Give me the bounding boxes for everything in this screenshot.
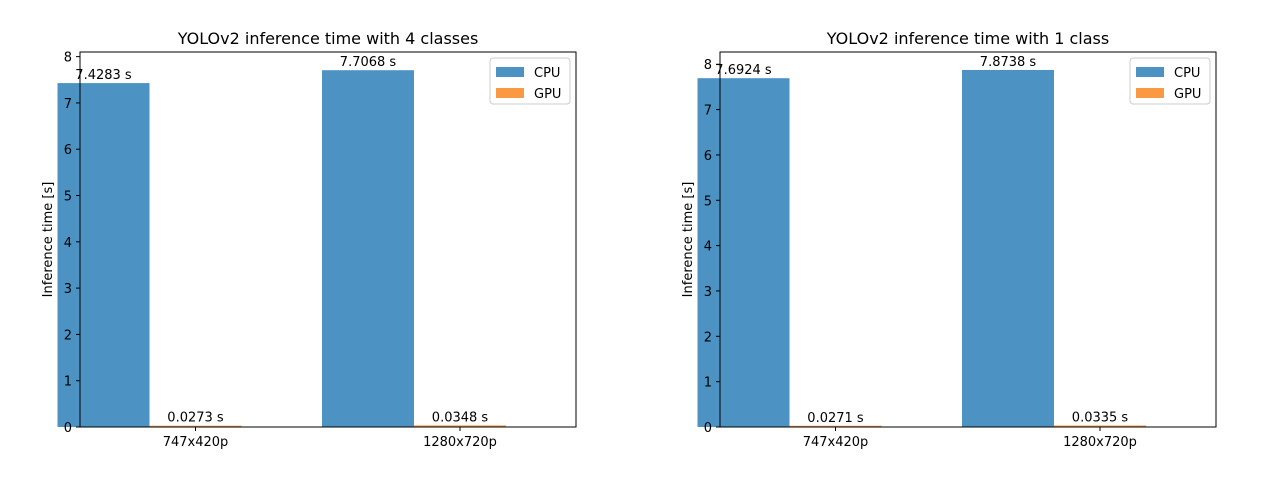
plot-frame bbox=[719, 51, 1217, 428]
chart-0: YOLOv2 inference time with 4 classes 7.42… bbox=[41, 29, 577, 450]
data-label: 0.0335 s bbox=[1072, 410, 1129, 425]
legend-label: GPU bbox=[534, 87, 561, 102]
y-tick-label: 1 bbox=[704, 376, 712, 391]
legend-swatch-cpu bbox=[496, 67, 524, 77]
chart-1: YOLOv2 inference time with 1 class 7.6924… bbox=[681, 29, 1217, 450]
x-tick-label: 747x420p bbox=[803, 435, 869, 450]
plot-frame bbox=[79, 51, 577, 428]
bar-cpu-1 bbox=[322, 70, 414, 427]
bar-gpu-0 bbox=[149, 425, 242, 427]
data-label: 0.0348 s bbox=[432, 410, 489, 425]
legend-label: CPU bbox=[1174, 66, 1200, 81]
y-tick-label: 5 bbox=[64, 190, 72, 205]
bar-cpu-1 bbox=[962, 69, 1054, 427]
legend: CPU GPU bbox=[1129, 57, 1211, 105]
y-tick-label: 7 bbox=[64, 97, 72, 112]
legend-swatch-gpu bbox=[1136, 88, 1164, 98]
x-tick-label: 1280x720p bbox=[423, 435, 497, 450]
data-label: 0.0273 s bbox=[167, 411, 224, 426]
chart-title: YOLOv2 inference time with 4 classes bbox=[177, 29, 479, 48]
y-axis-label: Inference time [s] bbox=[681, 182, 696, 298]
data-label: 7.7068 s bbox=[340, 55, 397, 70]
x-tick-label: 1280x720p bbox=[1063, 435, 1137, 450]
data-label: 7.6924 s bbox=[715, 63, 772, 78]
legend-swatch-gpu bbox=[496, 88, 524, 98]
bar-gpu-1 bbox=[1054, 425, 1146, 427]
y-tick-label: 4 bbox=[64, 236, 72, 251]
y-tick-label: 0 bbox=[704, 421, 712, 436]
y-tick-label: 2 bbox=[64, 328, 72, 343]
y-tick-label: 8 bbox=[64, 51, 72, 66]
bar-gpu-0 bbox=[789, 425, 882, 427]
y-tick-label: 3 bbox=[704, 285, 712, 300]
bar-gpu-1 bbox=[414, 425, 506, 427]
y-tick-label: 5 bbox=[704, 194, 712, 209]
legend-label: CPU bbox=[534, 66, 560, 81]
y-tick-label: 4 bbox=[704, 240, 712, 255]
y-tick-label: 3 bbox=[64, 282, 72, 297]
legend-swatch-cpu bbox=[1136, 67, 1164, 77]
x-tick-label: 747x420p bbox=[163, 435, 229, 450]
bar-cpu-0 bbox=[57, 83, 150, 427]
y-tick-label: 8 bbox=[704, 58, 712, 73]
bar-cpu-0 bbox=[697, 78, 790, 428]
data-label: 7.4283 s bbox=[75, 68, 132, 83]
y-tick-label: 7 bbox=[704, 104, 712, 119]
data-label: 0.0271 s bbox=[807, 411, 864, 426]
y-tick-label: 6 bbox=[64, 143, 72, 158]
data-label: 7.8738 s bbox=[980, 55, 1037, 70]
y-axis-label: Inference time [s] bbox=[41, 182, 56, 298]
legend: CPU GPU bbox=[489, 57, 571, 105]
legend-label: GPU bbox=[1174, 87, 1201, 102]
y-tick-label: 1 bbox=[64, 375, 72, 390]
y-tick-label: 2 bbox=[704, 330, 712, 345]
y-tick-label: 0 bbox=[64, 421, 72, 436]
y-tick-label: 6 bbox=[704, 149, 712, 164]
chart-title: YOLOv2 inference time with 1 class bbox=[826, 29, 1109, 48]
